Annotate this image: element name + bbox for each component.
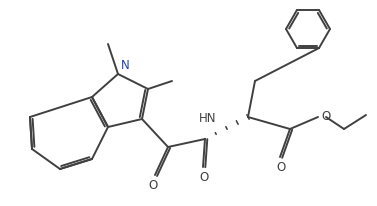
Text: O: O — [199, 170, 208, 183]
Text: N: N — [121, 59, 130, 72]
Text: O: O — [321, 110, 330, 123]
Text: HN: HN — [199, 111, 216, 124]
Text: O: O — [149, 178, 158, 191]
Text: O: O — [276, 160, 286, 173]
